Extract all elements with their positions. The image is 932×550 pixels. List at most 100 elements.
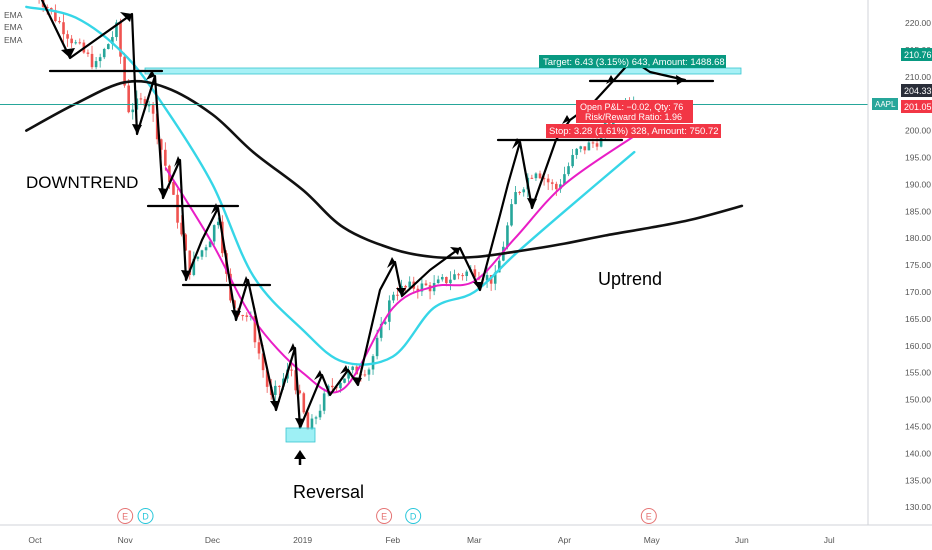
candle-body [379, 323, 383, 338]
uptrend-label: Uptrend [598, 269, 662, 289]
open-pnl-box[interactable]: Open P&L: −0.02, Qty: 76 Risk/Reward Rat… [576, 100, 693, 123]
open-pnl-label: Open P&L: −0.02, Qty: 76 [580, 102, 683, 112]
candle-body [607, 121, 611, 125]
candle-body [579, 146, 583, 149]
candle-body [180, 222, 183, 235]
candle-body [131, 109, 135, 113]
time-axis[interactable]: Oct Nov Dec 2019 Feb Mar Apr May Jun Jul [0, 524, 932, 545]
candle-body [74, 42, 78, 44]
candle-body [473, 269, 477, 278]
candle-body [49, 8, 53, 11]
x-tick-label: May [644, 535, 661, 545]
candle-body [143, 99, 147, 107]
y-tick-label: 220.00 [905, 18, 931, 28]
candle-body [485, 275, 489, 281]
y-tick-label: 145.00 [905, 422, 931, 432]
y-tick-label: 140.00 [905, 448, 931, 458]
x-tick-label: Oct [28, 535, 42, 545]
candle-body [298, 390, 302, 394]
candle-body [445, 276, 448, 284]
target-label-box[interactable]: Target: 6.43 (3.15%) 643, Amount: 1488.6… [539, 55, 726, 68]
candle-body [147, 104, 151, 107]
candle-body [453, 274, 456, 280]
earnings-event-icon: E [117, 508, 134, 524]
y-tick-label: 165.00 [905, 314, 931, 324]
y-tick-label: 170.00 [905, 287, 931, 297]
candle-body [322, 393, 326, 411]
candle-body [192, 258, 196, 275]
risk-reward-label: Risk/Reward Ratio: 1.96 [585, 112, 682, 122]
candle-body [383, 321, 387, 324]
candle-body [188, 250, 192, 275]
candle-body [54, 10, 57, 22]
price-axis[interactable]: 130.00 135.00 140.00 145.00 150.00 155.00 160.… [867, 0, 932, 550]
candle-body [571, 154, 574, 167]
candle-body [497, 260, 501, 273]
candle-body [151, 104, 155, 114]
candle-body [111, 37, 114, 45]
candle-body [318, 410, 322, 418]
ticker-tag [872, 98, 898, 110]
candle-body [200, 250, 204, 257]
candle-body [290, 369, 293, 371]
candle-body [196, 256, 200, 259]
candle-body [538, 173, 542, 179]
event-label: D [410, 512, 417, 522]
stop-price-tag [901, 100, 932, 113]
candle-body [302, 393, 306, 413]
candle-body [363, 374, 367, 376]
candle-body [253, 315, 257, 343]
event-label: E [646, 512, 652, 522]
event-circle [117, 508, 134, 524]
candle-body [449, 279, 452, 284]
event-label: E [122, 512, 128, 522]
candle-body [204, 247, 208, 251]
y-tick-label: 185.00 [905, 206, 931, 216]
candle-body [102, 49, 106, 58]
x-tick-label: Jun [735, 535, 749, 545]
y-tick-label: 190.00 [905, 179, 931, 189]
candle-body [563, 174, 566, 185]
candle-body [436, 279, 440, 284]
trend-arrowheads [61, 12, 685, 428]
trend-drawings [40, 0, 715, 430]
entry-price-tag [901, 84, 932, 97]
event-label: D [142, 512, 149, 522]
y-tick-label: 150.00 [905, 395, 931, 405]
candle-body [542, 178, 546, 180]
reversal-arrow-icon [294, 450, 306, 465]
candle-body [420, 283, 424, 292]
candle-body [506, 225, 509, 247]
candle-body [278, 385, 281, 387]
y-tick-label: 195.00 [905, 153, 931, 163]
candle-body [583, 146, 587, 151]
candle-body [461, 275, 464, 277]
x-tick-label: Apr [558, 535, 571, 545]
candle-body [208, 241, 212, 248]
candle-body [546, 178, 550, 183]
indicator-legend[interactable]: EMA EMA EMA [4, 10, 23, 45]
y-tick-label: 135.00 [905, 475, 931, 485]
candle-body [172, 182, 175, 195]
x-tick-label: Nov [118, 535, 134, 545]
candle-body [216, 221, 220, 226]
y-tick-label: 200.00 [905, 126, 931, 136]
event-circle [640, 508, 657, 524]
candle-body [70, 38, 73, 44]
candle-body [416, 288, 420, 292]
stop-label: Stop: 3.28 (1.61%) 328, Amount: 750.72 [549, 126, 719, 137]
stop-price-text: 201.05 [904, 102, 932, 112]
candle-body [424, 283, 428, 286]
earnings-event-icon: E [640, 508, 657, 524]
reversal-label: Reversal [293, 482, 364, 502]
x-tick-label: Jul [824, 535, 835, 545]
candle-body [392, 294, 395, 301]
candle-body [45, 6, 49, 9]
candle-body [184, 234, 187, 251]
stop-label-box[interactable]: Stop: 3.28 (1.61%) 328, Amount: 750.72 [546, 124, 721, 138]
candle-body [493, 272, 497, 284]
candle-body [489, 275, 493, 284]
